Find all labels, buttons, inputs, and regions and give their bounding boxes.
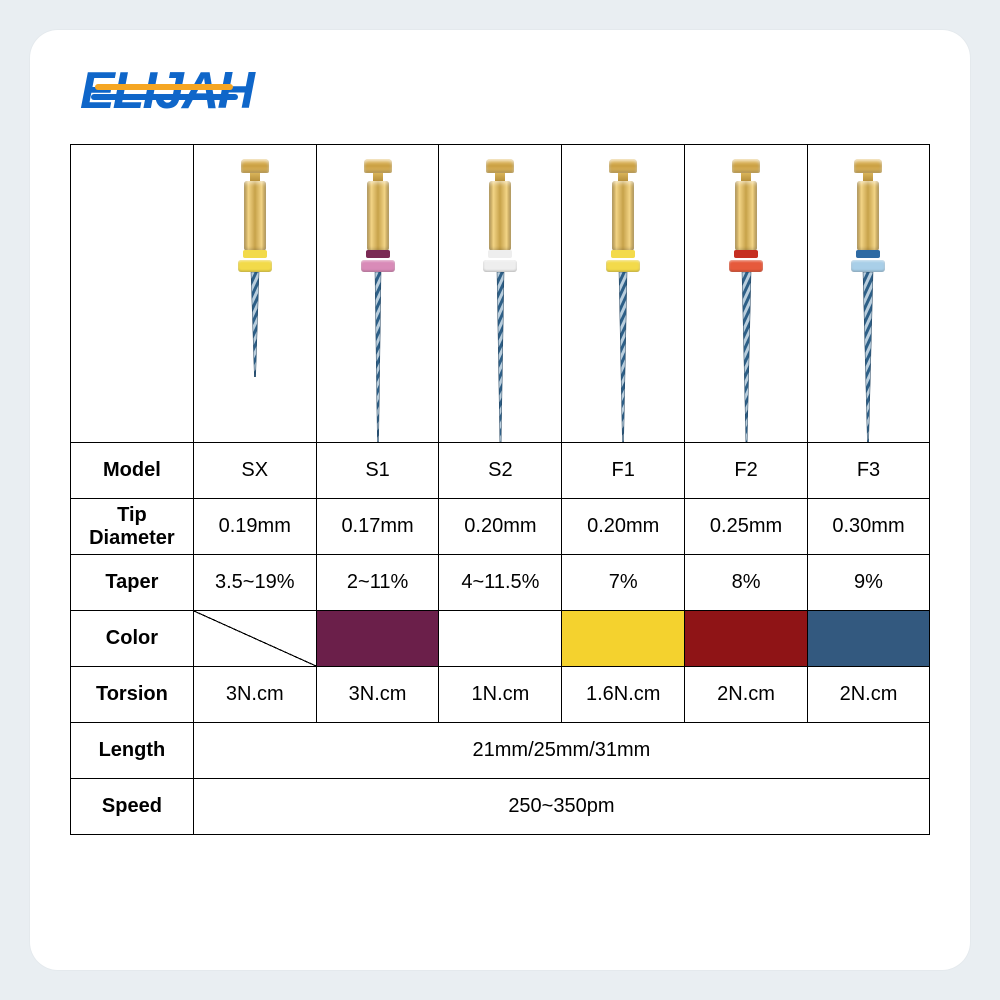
taper-F2: 8% (685, 555, 808, 611)
file-image-row (71, 145, 930, 443)
taper-SX: 3.5~19% (193, 555, 316, 611)
tip-diameter-label-text: TipDiameter (71, 504, 193, 550)
taper-label: Taper (71, 555, 194, 611)
no-color-icon (194, 611, 316, 666)
color-row: Color (71, 611, 930, 667)
tipdia-SX: 0.19mm (193, 499, 316, 555)
tip-diameter-row: TipDiameter 0.19mm 0.17mm 0.20mm 0.20mm … (71, 499, 930, 555)
tipdia-S2: 0.20mm (439, 499, 562, 555)
torsion-S2: 1N.cm (439, 667, 562, 723)
speed-row: Speed 250~350pm (71, 779, 930, 835)
tipdia-F3: 0.30mm (807, 499, 929, 555)
file-image-F2 (685, 145, 808, 443)
length-label: Length (71, 723, 194, 779)
model-S2: S2 (439, 443, 562, 499)
torsion-label: Torsion (71, 667, 194, 723)
torsion-row: Torsion 3N.cm 3N.cm 1N.cm 1.6N.cm 2N.cm … (71, 667, 930, 723)
model-S1: S1 (316, 443, 439, 499)
product-spec-card: ELIJAH Model SX S1 S2 (30, 30, 970, 970)
torsion-SX: 3N.cm (193, 667, 316, 723)
color-S1 (316, 611, 439, 667)
torsion-F3: 2N.cm (807, 667, 929, 723)
model-label: Model (71, 443, 194, 499)
color-F2 (685, 611, 808, 667)
model-row: Model SX S1 S2 F1 F2 F3 (71, 443, 930, 499)
speed-label: Speed (71, 779, 194, 835)
image-row-header (71, 145, 194, 443)
torsion-S1: 3N.cm (316, 667, 439, 723)
torsion-F1: 1.6N.cm (562, 667, 685, 723)
torsion-F2: 2N.cm (685, 667, 808, 723)
file-image-SX (193, 145, 316, 443)
model-F1: F1 (562, 443, 685, 499)
model-SX: SX (193, 443, 316, 499)
file-image-F1 (562, 145, 685, 443)
taper-row: Taper 3.5~19% 2~11% 4~11.5% 7% 8% 9% (71, 555, 930, 611)
speed-value: 250~350pm (193, 779, 929, 835)
color-S2 (439, 611, 562, 667)
length-row: Length 21mm/25mm/31mm (71, 723, 930, 779)
length-value: 21mm/25mm/31mm (193, 723, 929, 779)
taper-F1: 7% (562, 555, 685, 611)
color-SX (193, 611, 316, 667)
taper-S1: 2~11% (316, 555, 439, 611)
taper-S2: 4~11.5% (439, 555, 562, 611)
model-F2: F2 (685, 443, 808, 499)
file-image-F3 (807, 145, 929, 443)
file-image-S2 (439, 145, 562, 443)
tipdia-S1: 0.17mm (316, 499, 439, 555)
model-F3: F3 (807, 443, 929, 499)
tipdia-F2: 0.25mm (685, 499, 808, 555)
spec-table: Model SX S1 S2 F1 F2 F3 TipDiameter 0.19… (70, 144, 930, 835)
svg-text:ELIJAH: ELIJAH (80, 64, 256, 120)
tipdia-F1: 0.20mm (562, 499, 685, 555)
file-image-S1 (316, 145, 439, 443)
color-label: Color (71, 611, 194, 667)
taper-F3: 9% (807, 555, 929, 611)
color-F1 (562, 611, 685, 667)
brand-logo: ELIJAH (80, 64, 930, 122)
color-F3 (807, 611, 929, 667)
tip-diameter-label: TipDiameter (71, 499, 194, 555)
